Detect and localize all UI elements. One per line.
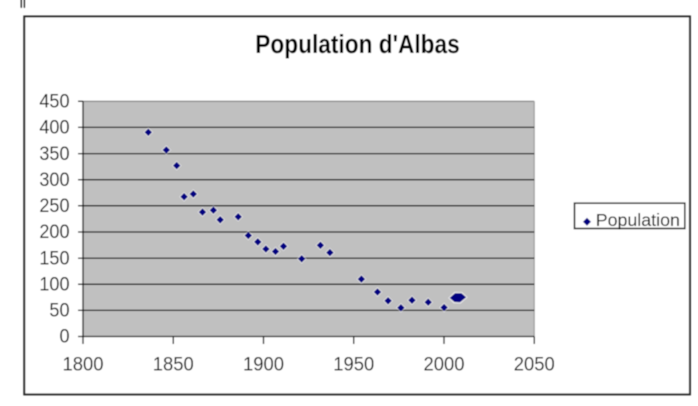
svg-text:100: 100 <box>39 273 69 295</box>
svg-text:350: 350 <box>39 142 69 164</box>
svg-text:Population d'Albas: Population d'Albas <box>255 31 460 60</box>
svg-text:0: 0 <box>59 325 69 347</box>
svg-text:450: 450 <box>39 90 69 112</box>
svg-text:200: 200 <box>39 221 69 243</box>
svg-text:400: 400 <box>39 116 69 138</box>
svg-text:Population: Population <box>596 210 680 230</box>
svg-text:1800: 1800 <box>63 353 104 374</box>
svg-text:150: 150 <box>39 247 69 269</box>
svg-text:2000: 2000 <box>424 353 465 374</box>
svg-text:1950: 1950 <box>333 353 374 374</box>
svg-text:250: 250 <box>39 195 69 217</box>
svg-text:1850: 1850 <box>153 353 194 374</box>
svg-text:2050: 2050 <box>514 353 555 374</box>
svg-text:300: 300 <box>39 168 69 190</box>
svg-text:50: 50 <box>49 299 69 321</box>
svg-text:1900: 1900 <box>243 353 284 374</box>
